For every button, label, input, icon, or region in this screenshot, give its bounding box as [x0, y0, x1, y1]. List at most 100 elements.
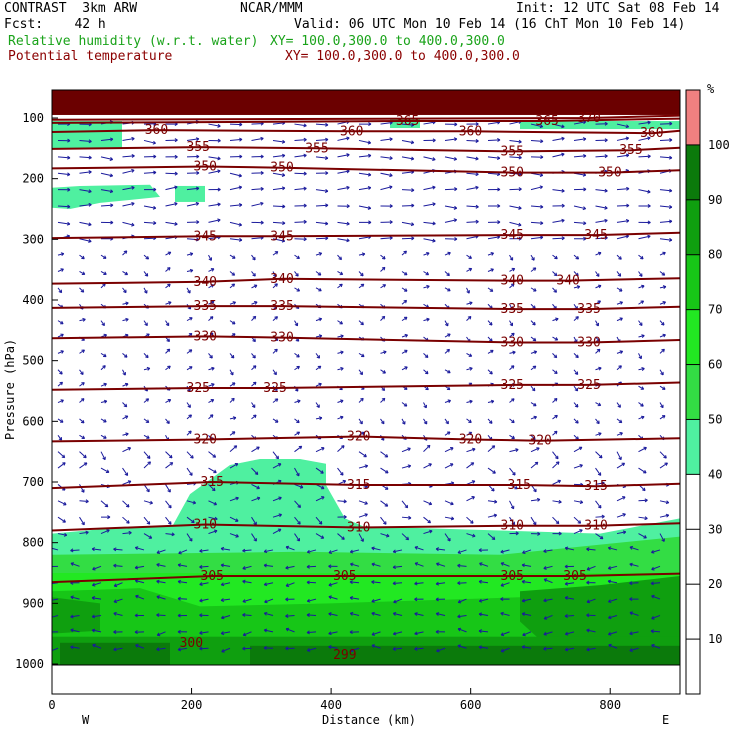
theta-label: 305 — [501, 569, 524, 584]
wind-arrow-head — [273, 273, 277, 278]
wind-arrow-head — [500, 583, 505, 587]
wind-arrow-head — [213, 529, 218, 534]
wind-arrow-head — [106, 529, 110, 533]
wind-arrow-head — [432, 202, 436, 207]
wind-arrow — [135, 644, 145, 649]
y-tick-label: 300 — [22, 232, 44, 246]
wind-arrow-head — [145, 398, 150, 402]
wind-arrow-head — [232, 301, 236, 305]
wind-arrow — [294, 400, 301, 404]
wind-arrow-head — [539, 173, 544, 177]
wind-arrow-head — [608, 631, 612, 636]
wind-arrow-head — [522, 550, 526, 554]
wind-arrow — [586, 629, 596, 633]
wind-arrow-head — [134, 630, 138, 635]
wind-arrow — [595, 516, 605, 518]
wind-arrow-head — [629, 545, 634, 550]
wind-arrow — [466, 462, 474, 469]
theta-label: 365 — [535, 114, 558, 129]
wind-arrow-head — [604, 154, 608, 159]
rh-region-surface — [250, 645, 680, 665]
wind-arrow — [401, 447, 411, 453]
wind-arrow — [57, 156, 71, 159]
wind-arrow-head — [518, 139, 522, 144]
wind-arrow-head — [643, 535, 647, 539]
wind-arrow-head — [554, 255, 558, 260]
wind-arrow-head — [168, 504, 172, 509]
wind-arrow — [135, 565, 145, 569]
wind-arrow-head — [389, 185, 393, 190]
wind-arrow-head — [274, 419, 279, 423]
wind-arrow — [371, 547, 381, 551]
wind-arrow-head — [475, 156, 479, 161]
wind-arrow-head — [478, 548, 482, 553]
wind-arrow — [178, 647, 188, 651]
init-time: Init: 12 UTC Sat 08 Feb 14 — [516, 1, 720, 16]
wind-arrow-head — [640, 403, 644, 407]
wind-arrow-head — [554, 414, 558, 419]
theta-label: 320 — [194, 433, 217, 448]
wind-arrow-head — [260, 201, 264, 206]
wind-arrow — [522, 646, 532, 649]
wind-arrow — [401, 465, 411, 469]
wind-arrow-head — [664, 462, 668, 466]
wind-arrow-head — [453, 205, 458, 210]
wind-arrow — [629, 563, 639, 567]
wind-arrow-head — [199, 582, 203, 586]
wind-arrow-head — [471, 447, 476, 452]
wind-arrow — [294, 483, 304, 489]
wind-arrow-head — [511, 435, 515, 440]
wind-arrow-head — [554, 337, 559, 341]
wind-arrow — [522, 613, 532, 616]
wind-arrow — [509, 254, 514, 261]
wind-arrow-head — [213, 501, 218, 506]
wind-arrow-head — [554, 370, 558, 374]
wind-arrow — [423, 402, 427, 409]
wind-arrow-head — [318, 317, 323, 322]
wind-arrow-head — [618, 288, 623, 292]
wind-arrow — [444, 447, 454, 453]
wind-arrow-head — [217, 187, 221, 192]
wind-arrow — [530, 447, 540, 453]
wind-arrow-head — [500, 549, 504, 554]
wind-arrow-head — [174, 171, 178, 176]
wind-arrow — [337, 254, 342, 260]
wind-arrow — [565, 597, 575, 600]
wind-arrow — [122, 532, 132, 535]
wind-arrow-head — [360, 538, 364, 542]
wind-arrow-head — [453, 218, 458, 223]
wind-arrow-head — [238, 185, 243, 190]
wind-arrow — [487, 369, 493, 375]
wind-arrow-head — [177, 613, 181, 618]
wind-arrow-head — [350, 562, 354, 567]
wind-arrow-head — [447, 251, 451, 256]
wind-arrow — [92, 582, 102, 586]
wind-arrow-head — [260, 171, 264, 175]
wind-arrow — [251, 202, 264, 207]
wind-arrow-head — [124, 415, 129, 419]
wind-arrow-head — [472, 533, 476, 538]
wind-arrow-head — [435, 547, 440, 552]
wind-arrow — [466, 367, 473, 371]
wind-arrow-head — [328, 631, 332, 636]
wind-arrow-head — [343, 499, 347, 504]
wind-arrow-head — [604, 235, 608, 240]
wind-arrow — [444, 138, 457, 141]
wind-arrow-head — [131, 222, 135, 227]
wind-arrow-head — [368, 122, 372, 127]
wind-arrow-head — [167, 251, 172, 256]
wind-arrow-head — [360, 397, 364, 402]
wind-arrow-head — [668, 188, 673, 193]
wind-arrow-head — [553, 398, 558, 402]
theta-label: 315 — [347, 478, 370, 493]
wind-arrow-head — [444, 322, 449, 327]
wind-arrow — [457, 645, 467, 649]
wind-arrow-head — [453, 156, 458, 161]
rh-region-boundary — [52, 597, 100, 634]
wind-arrow — [616, 531, 626, 535]
wind-arrow-head — [579, 529, 583, 533]
wind-arrow-head — [561, 236, 565, 241]
wind-arrow — [251, 446, 260, 453]
wind-arrow — [638, 300, 644, 305]
wind-arrow-head — [152, 140, 156, 145]
